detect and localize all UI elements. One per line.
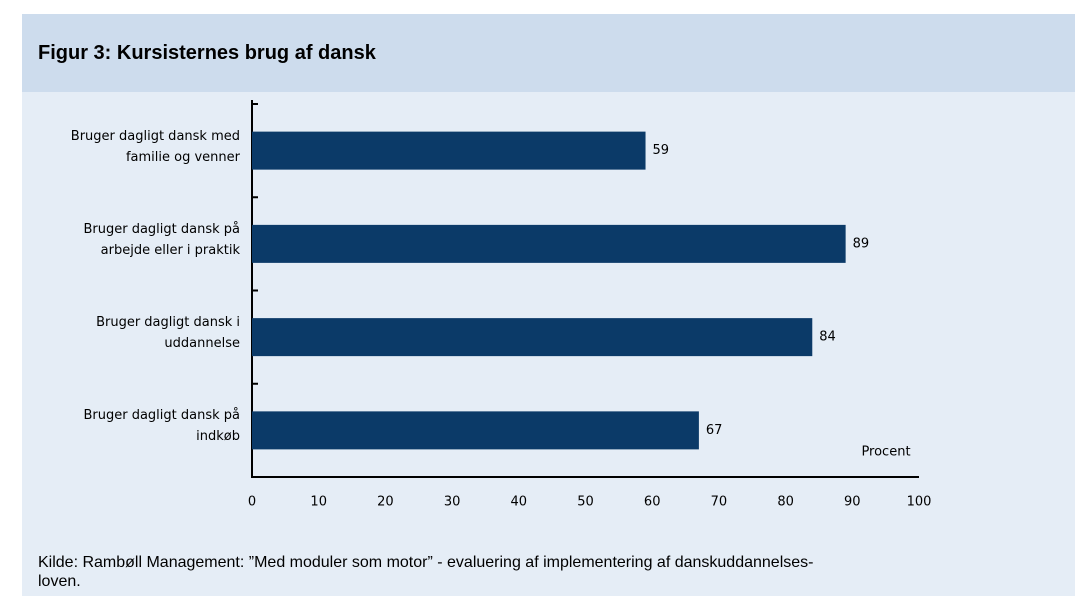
annotation: Procent: [861, 445, 910, 460]
value-label: 89: [853, 236, 870, 251]
chart-title: Figur 3: Kursisternes brug af dansk: [38, 42, 376, 64]
bar: [252, 224, 846, 263]
x-tick-label: 60: [644, 495, 661, 510]
x-tick-label: 70: [711, 495, 728, 510]
source-note: Kilde: Rambøll Management: ”Med moduler …: [38, 554, 814, 590]
bar: [252, 411, 699, 450]
value-label: 67: [706, 423, 723, 438]
x-tick-label: 50: [577, 495, 594, 510]
x-tick-label: 80: [777, 495, 794, 510]
x-tick-label: 20: [377, 495, 394, 510]
y-tick-label: Bruger dagligt dansk med familie og venn…: [70, 128, 240, 165]
bar: [252, 131, 646, 170]
x-tick-label: 100: [907, 495, 932, 510]
y-tick-label: Bruger dagligt dansk på arbejde eller i …: [83, 221, 240, 258]
bar: [252, 318, 813, 357]
y-tick-label: Bruger dagligt dansk på indkøb: [83, 408, 240, 445]
header-band: [22, 14, 1075, 92]
x-tick-label: 30: [444, 495, 461, 510]
x-tick-label: 10: [310, 495, 327, 510]
value-label: 59: [653, 143, 670, 158]
x-tick-label: 40: [511, 495, 528, 510]
x-tick-label: 0: [248, 495, 256, 510]
y-tick-label: Bruger dagligt dansk i uddannelse: [96, 315, 240, 352]
panel: [22, 14, 1075, 596]
value-label: 84: [819, 330, 836, 345]
x-tick-label: 90: [844, 495, 861, 510]
